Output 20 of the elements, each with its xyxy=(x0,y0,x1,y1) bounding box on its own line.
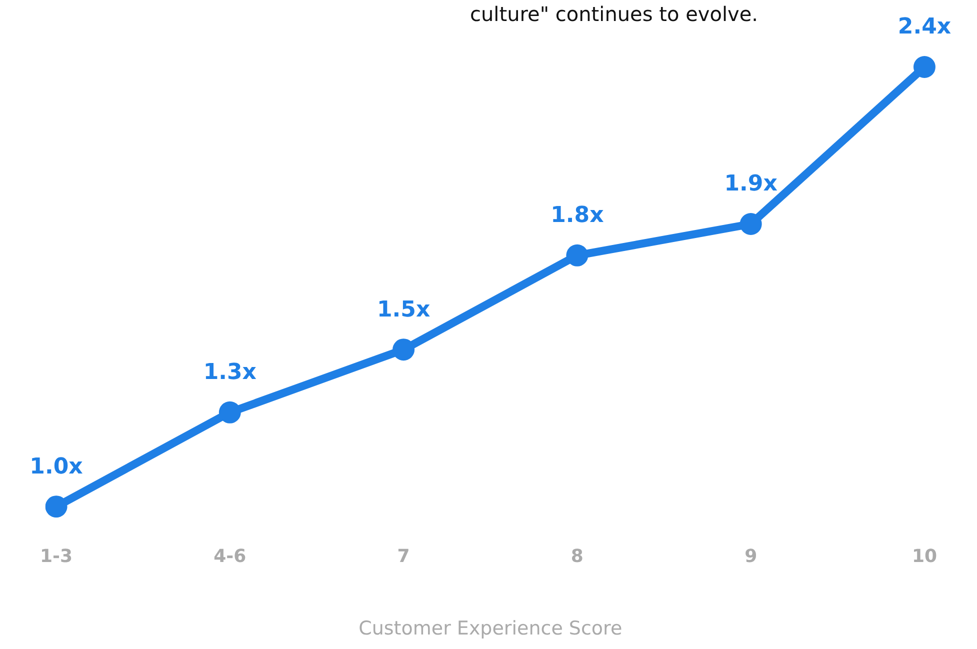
data-label: 2.4x xyxy=(898,14,952,40)
data-label: 1.9x xyxy=(724,172,778,197)
point xyxy=(392,338,415,361)
x-tick-label: 10 xyxy=(912,546,938,568)
point xyxy=(566,244,588,266)
point xyxy=(45,496,68,518)
x-tick-label: 4-6 xyxy=(214,546,246,568)
point xyxy=(740,213,762,235)
x-axis-title: Customer Experience Score xyxy=(358,618,622,640)
data-label: 1.0x xyxy=(30,454,83,480)
text: culture" continues to evolve. xyxy=(470,2,758,26)
x-tick-label: 7 xyxy=(397,546,410,568)
point xyxy=(218,401,241,424)
x-tick-label: 9 xyxy=(744,546,758,568)
data-label: 1.8x xyxy=(550,203,604,228)
point xyxy=(913,56,936,78)
data-label: 1.3x xyxy=(203,360,256,386)
x-tick-label: 1-3 xyxy=(40,546,73,568)
x-tick-label: 8 xyxy=(570,546,584,568)
data-label: 1.5x xyxy=(376,297,430,322)
